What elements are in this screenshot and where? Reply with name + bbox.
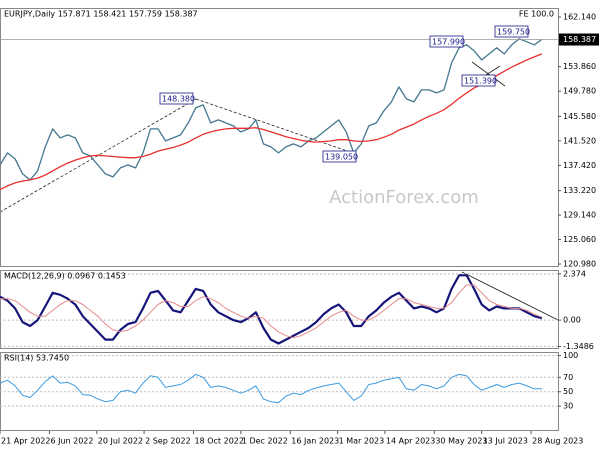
- y-tick-label: 120.980: [563, 260, 596, 269]
- y-tick-label: 129.140: [563, 211, 596, 220]
- annotation-box: [429, 35, 464, 48]
- macd-trendline: [461, 271, 559, 321]
- x-tick-label: 6 Jun 2022: [50, 437, 93, 446]
- y-tick-label: 125.060: [563, 235, 596, 244]
- series-line: [0, 53, 543, 191]
- annotation: 139.050: [325, 153, 358, 162]
- y-tick-label: 162.140: [563, 13, 596, 22]
- panel-title: RSI(14) 53.7450: [4, 354, 69, 363]
- annotation-box: [322, 150, 357, 163]
- annotation-box: [159, 92, 194, 105]
- series-line: [0, 274, 543, 345]
- corner-label: FE 100.0: [519, 10, 554, 19]
- panel-frame: [0, 270, 559, 349]
- y-tick-label: 149.780: [563, 87, 596, 96]
- annotation: 159.750: [497, 28, 530, 37]
- y-tick-label: 30: [563, 402, 573, 411]
- x-tick-label: 21 Apr 2022: [1, 437, 50, 446]
- panel-title: EURJPY,Daily 157.871 158.421 157.759 158…: [4, 10, 198, 19]
- y-tick-label: 50: [563, 387, 573, 396]
- x-tick-label: 30 May 2023: [435, 437, 487, 446]
- panel-frame: [0, 8, 559, 267]
- annotation-box: [494, 25, 529, 38]
- y-tick-label: 2.374: [563, 269, 586, 278]
- x-tick-label: 14 Apr 2023: [386, 437, 435, 446]
- watermark: ActionForex.com: [329, 187, 479, 208]
- x-tick-label: 1 Mar 2023: [339, 437, 385, 446]
- annotation: 157.990: [432, 38, 465, 47]
- last-price-box: [559, 33, 599, 46]
- x-tick-label: 20 Jul 2022: [98, 437, 143, 446]
- last-price-label: 158.387: [563, 35, 596, 44]
- annotation: 148.380: [162, 95, 195, 104]
- x-tick-label: 13 Jul 2023: [483, 437, 528, 446]
- y-tick-label: 100: [563, 351, 578, 360]
- y-tick-label: 141.520: [563, 136, 596, 145]
- y-tick-label: -1.3486: [563, 342, 594, 351]
- y-tick-label: 145.580: [563, 112, 596, 121]
- annotation-box: [461, 74, 496, 87]
- trendline: [471, 61, 506, 87]
- annotation: 151.390: [464, 77, 497, 86]
- y-tick-label: 133.220: [563, 186, 596, 195]
- y-tick-label: 153.860: [563, 62, 596, 71]
- x-tick-label: 16 Jan 2023: [291, 437, 339, 446]
- trendline: [0, 98, 197, 213]
- y-tick-label: 137.420: [563, 161, 596, 170]
- y-tick-label: 70: [563, 373, 573, 382]
- x-tick-label: 1 Dec 2022: [242, 437, 288, 446]
- series-line: [0, 373, 542, 404]
- trendlines: [0, 98, 357, 213]
- x-tick-label: 18 Oct 2022: [195, 437, 244, 446]
- x-tick-label: 2 Sep 2022: [145, 437, 191, 446]
- series-line: [0, 284, 543, 339]
- x-tick-label: 28 Aug 2023: [532, 437, 583, 446]
- panel-title: MACD(12,26,9) 0.0967 0.1453: [4, 272, 126, 281]
- y-tick-label: 0.00: [563, 316, 581, 325]
- trendline: [195, 98, 357, 155]
